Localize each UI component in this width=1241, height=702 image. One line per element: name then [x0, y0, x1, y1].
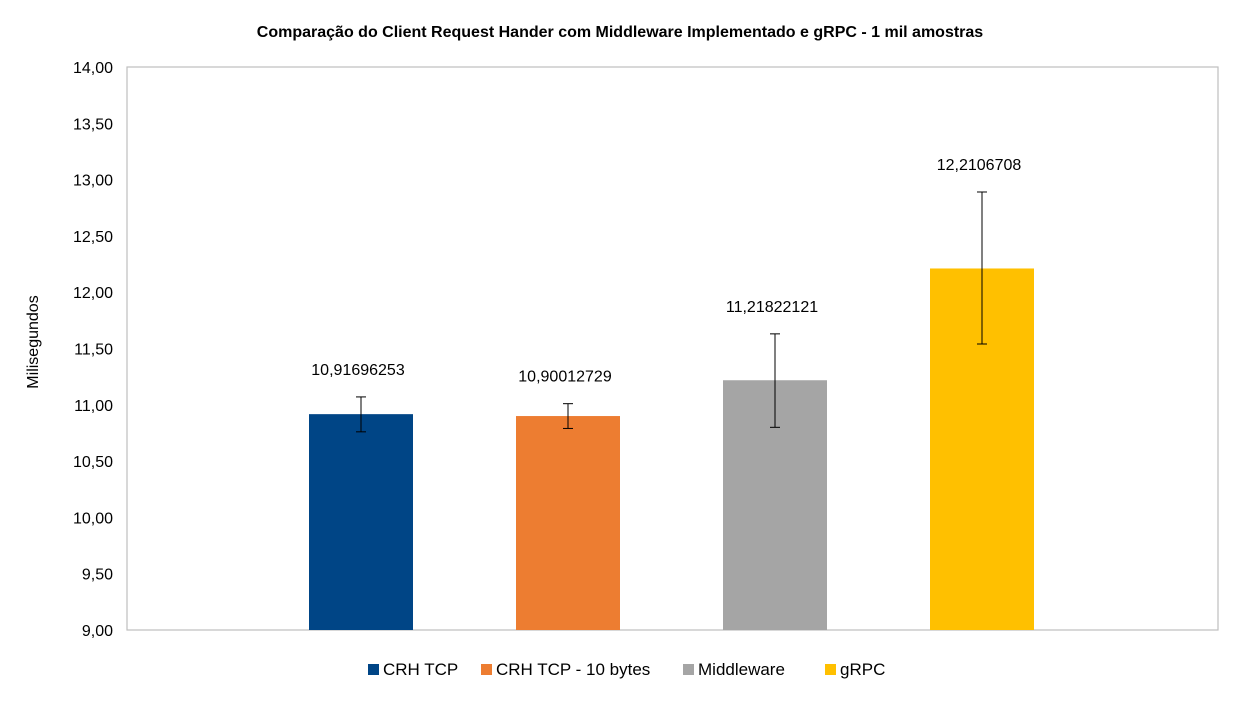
legend-item: gRPC [825, 660, 885, 679]
legend-item: CRH TCP [368, 660, 458, 679]
y-tick-label: 11,50 [74, 342, 113, 359]
y-axis-label: Milisegundos [25, 295, 42, 388]
y-tick-label: 14,00 [73, 60, 113, 77]
plot-area [126, 66, 1219, 631]
data-label: 10,91696253 [311, 362, 405, 379]
y-axis-ticks: 9,00 9,50 10,00 10,50 11,00 11,50 12,00 12,50 13… [73, 60, 113, 640]
legend-swatch [481, 664, 492, 675]
data-label: 11,21822121 [726, 299, 818, 316]
y-tick-label: 12,50 [73, 229, 113, 246]
y-tick-label: 10,50 [73, 454, 113, 471]
legend-item: Middleware [683, 660, 785, 679]
legend-label: Middleware [698, 660, 785, 679]
legend-swatch [825, 664, 836, 675]
error-bar [356, 396, 366, 433]
legend-swatch [368, 664, 379, 675]
error-bar [770, 333, 780, 428]
y-tick-label: 13,00 [73, 173, 113, 190]
y-tick-label: 9,50 [82, 567, 113, 584]
y-tick-label: 10,00 [73, 510, 113, 527]
y-tick-label: 13,50 [73, 116, 113, 133]
error-bar [977, 191, 987, 345]
chart-title: Comparação do Client Request Hander com … [257, 24, 983, 41]
bar [309, 414, 413, 630]
legend-swatch [683, 664, 694, 675]
bars: 10,91696253 10,90012729 11,21822121 12,2106… [309, 157, 1034, 630]
legend-label: CRH TCP [383, 660, 458, 679]
data-label: 10,90012729 [518, 369, 612, 386]
y-tick-label: 12,00 [73, 285, 113, 302]
y-tick-label: 11,00 [74, 398, 113, 415]
data-label: 12,2106708 [937, 157, 1022, 174]
error-bar [563, 403, 573, 429]
legend: CRH TCP CRH TCP - 10 bytes Middleware gRPC [368, 660, 885, 679]
legend-item: CRH TCP - 10 bytes [481, 660, 650, 679]
legend-label: gRPC [840, 660, 885, 679]
y-tick-label: 9,00 [82, 623, 113, 640]
legend-label: CRH TCP - 10 bytes [496, 660, 650, 679]
bar [516, 416, 620, 630]
